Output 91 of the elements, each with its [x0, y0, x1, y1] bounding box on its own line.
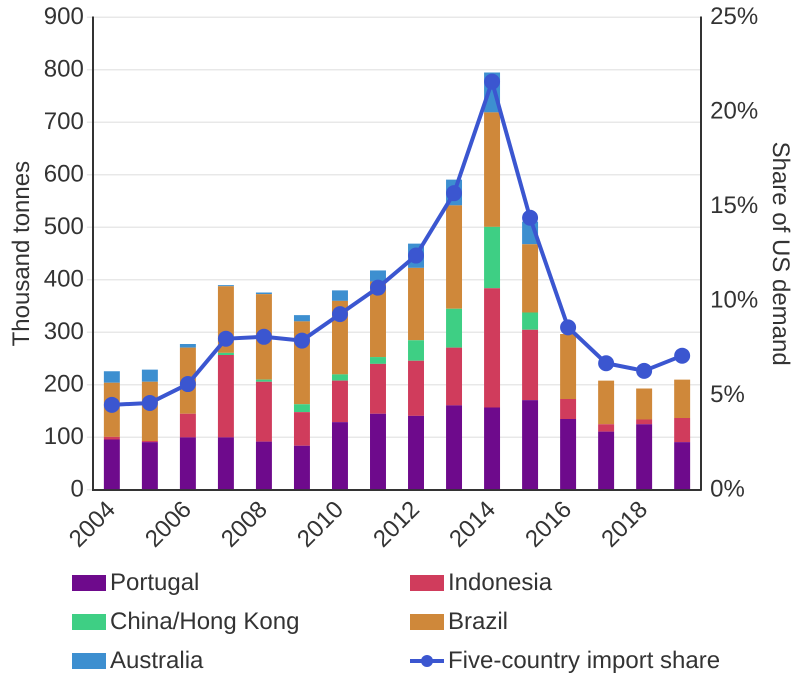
y-axis-title: Thousand tonnes: [8, 160, 36, 346]
y-tick-label: 500: [44, 213, 84, 240]
y-tick-label: 900: [44, 3, 84, 30]
bar: [560, 334, 576, 400]
bar: [674, 442, 690, 490]
bar: [636, 388, 652, 420]
bar: [142, 442, 158, 490]
point: [484, 74, 500, 90]
bar: [560, 399, 576, 420]
point: [180, 376, 196, 392]
bar: [218, 437, 234, 490]
bar: [332, 290, 348, 301]
bar: [104, 436, 120, 440]
point: [294, 332, 310, 349]
bar: [332, 374, 348, 381]
bar: [598, 432, 614, 490]
bar: [484, 226, 500, 288]
point: [522, 210, 538, 226]
point: [256, 328, 272, 345]
bar: [446, 405, 462, 490]
point: [598, 355, 614, 372]
legend-label: Five-country import share: [448, 646, 720, 674]
y-tick-label: 800: [44, 56, 84, 83]
bar: [332, 380, 348, 422]
y-tick-label: 300: [44, 318, 84, 346]
bar: [256, 442, 272, 490]
bar: [294, 446, 310, 490]
bar: [180, 414, 196, 438]
y2-axis-title: Share of US demand: [766, 142, 794, 366]
y-tick-label: 100: [44, 423, 84, 450]
bar: [408, 340, 424, 361]
bar: [522, 312, 538, 330]
point: [332, 306, 348, 322]
bar: [636, 424, 652, 490]
y2-tick-label: 5%: [710, 381, 745, 408]
bar: [522, 330, 538, 400]
bar: [484, 407, 500, 490]
bar: [218, 354, 234, 438]
legend-label: Australia: [110, 646, 204, 674]
bar: [180, 437, 196, 490]
bar: [636, 420, 652, 424]
bar: [446, 348, 462, 406]
bar: [104, 439, 120, 490]
y-tick-label: 200: [44, 370, 84, 398]
bar: [598, 380, 614, 424]
bar: [256, 382, 272, 442]
bar: [142, 370, 158, 382]
bar: [484, 288, 500, 408]
y2-tick-label: 15%: [710, 192, 758, 220]
point: [446, 185, 462, 202]
y-tick-label: 700: [44, 108, 84, 136]
y2-tick-label: 20%: [710, 98, 758, 125]
y2-tick-label: 10%: [710, 286, 758, 314]
y2-tick-label: 0%: [710, 476, 745, 503]
point: [104, 396, 120, 413]
legend-label: China/Hong Kong: [110, 608, 300, 636]
legend-label: Indonesia: [448, 568, 552, 596]
point: [674, 348, 690, 364]
point: [636, 362, 652, 379]
bar: [408, 416, 424, 490]
bar: [598, 424, 614, 432]
bar: [674, 418, 690, 442]
point: [142, 394, 158, 411]
bar: [370, 364, 386, 414]
point: [218, 330, 234, 347]
bar: [522, 400, 538, 490]
point: [560, 319, 576, 336]
bar: [522, 244, 538, 312]
bar: [332, 422, 348, 490]
bar: [370, 357, 386, 364]
y-tick-label: 400: [44, 266, 84, 293]
bar: [180, 344, 196, 348]
y2-tick-label: 25%: [710, 3, 758, 30]
point: [408, 248, 424, 264]
bar: [294, 412, 310, 446]
bar: [104, 371, 120, 383]
bar: [294, 315, 310, 322]
y-tick-label: 600: [44, 160, 84, 188]
bar: [294, 404, 310, 412]
legend-label: Portugal: [110, 568, 200, 596]
bar: [484, 112, 500, 227]
legend-label: Brazil: [448, 608, 508, 636]
y-tick-label: 0: [70, 476, 84, 503]
bar: [560, 419, 576, 490]
point: [370, 280, 386, 296]
bar: [370, 414, 386, 490]
bar: [408, 268, 424, 340]
bar: [674, 380, 690, 418]
bar: [408, 360, 424, 416]
bar: [446, 308, 462, 348]
bar: [446, 205, 462, 309]
